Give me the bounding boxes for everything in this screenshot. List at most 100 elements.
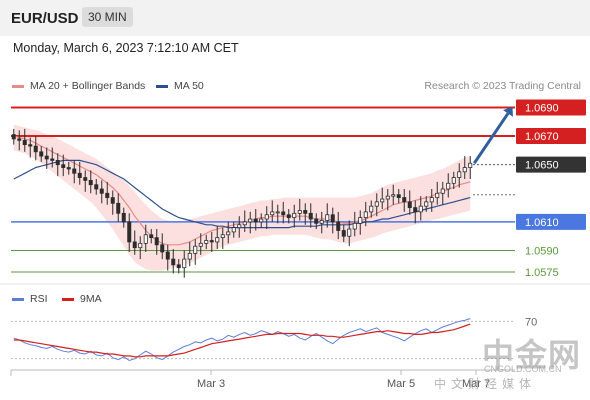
candle-body xyxy=(127,221,132,243)
candle-body xyxy=(209,240,214,243)
ma20-line xyxy=(13,135,471,246)
candle-body xyxy=(132,241,137,249)
candle-body xyxy=(457,171,462,178)
candle-body xyxy=(336,221,341,231)
level-label-1.0575: 1.0575 xyxy=(525,267,559,279)
candle-body xyxy=(347,228,352,237)
candle-body xyxy=(270,211,275,216)
level-box-1.0670 xyxy=(516,128,586,145)
candle-body xyxy=(424,201,429,207)
legend-rsi-label: RSI xyxy=(30,293,48,305)
candle-body xyxy=(446,182,451,190)
level-box-1.0610 xyxy=(516,213,586,230)
candle-body xyxy=(220,234,225,239)
legend-ma20-swatch xyxy=(12,84,24,88)
candle-body xyxy=(99,188,104,194)
research-credit: Research © 2023 Trading Central xyxy=(424,80,581,92)
candle-body xyxy=(303,210,308,214)
candle-body xyxy=(413,207,418,213)
candle-body xyxy=(171,258,176,266)
legend-rsi: RSI xyxy=(12,293,48,305)
candle-body xyxy=(259,218,264,223)
candle-body xyxy=(435,192,440,198)
candle-body xyxy=(193,245,198,254)
level-label-1.0670: 1.0670 xyxy=(525,131,559,143)
watermark-tagline: 中文财经媒体 xyxy=(434,377,537,391)
candle-body xyxy=(66,167,71,170)
legend-ma50-label: MA 50 xyxy=(174,80,204,92)
candle-body xyxy=(341,230,346,237)
x-tick-label: Mar 3 xyxy=(197,378,225,390)
candle-body xyxy=(182,258,187,269)
candle-body xyxy=(83,177,88,181)
candle-body xyxy=(292,212,297,219)
candle-body xyxy=(253,218,258,223)
datetime-label: Monday, March 6, 2023 7:12:10 AM CET xyxy=(13,41,239,55)
candle-body xyxy=(61,164,66,168)
candle-body xyxy=(440,188,445,194)
timeframe-badge[interactable]: 30 MIN xyxy=(82,7,133,27)
level-box-1.0650 xyxy=(516,156,586,173)
watermark-brand: 中金网 xyxy=(482,337,582,373)
candle-body xyxy=(369,205,374,213)
candle-body xyxy=(358,217,363,224)
candle-body xyxy=(325,214,330,221)
candle-body xyxy=(468,162,473,168)
rsi-9ma-line xyxy=(13,323,471,358)
candle-body xyxy=(407,201,412,208)
candle-body xyxy=(94,184,99,190)
level-label-1.0610: 1.0610 xyxy=(525,217,559,229)
candle-body xyxy=(380,198,385,203)
candle-body xyxy=(385,195,390,200)
projection-arrow-head xyxy=(503,106,513,117)
rsi-level-label: 70 xyxy=(525,316,537,328)
candle-body xyxy=(88,180,93,186)
legend-9ma-swatch xyxy=(62,297,74,301)
candle-body xyxy=(39,151,44,157)
candle-body xyxy=(121,212,126,223)
candle-body xyxy=(374,201,379,207)
candle-body xyxy=(391,194,396,197)
legend-9ma-label: 9MA xyxy=(80,293,102,305)
candle-body xyxy=(286,214,291,219)
candle-body xyxy=(308,212,313,220)
candle-body xyxy=(149,234,154,239)
level-box-1.0690 xyxy=(516,99,586,116)
candle-body xyxy=(429,197,434,203)
candle-body xyxy=(143,234,148,244)
legend-9ma: 9MA xyxy=(62,293,102,305)
candle-body xyxy=(204,240,209,244)
ma50-line xyxy=(13,159,471,229)
candle-body xyxy=(154,237,159,246)
x-tick-label: Mar 5 xyxy=(387,378,415,390)
candle-body xyxy=(275,211,280,214)
candle-body xyxy=(242,221,247,226)
candle-body xyxy=(231,227,236,233)
candle-body xyxy=(264,214,269,220)
candle-body xyxy=(72,168,77,174)
legend-ma20: MA 20 + Bollinger Bands xyxy=(12,80,145,92)
candle-body xyxy=(352,222,357,230)
candle-body xyxy=(363,211,368,219)
candle-body xyxy=(55,159,60,166)
candle-body xyxy=(451,177,456,184)
bollinger-band xyxy=(13,124,471,271)
candle-body xyxy=(44,155,49,160)
candle-body xyxy=(281,211,286,216)
legend-ma20-label: MA 20 + Bollinger Bands xyxy=(30,80,146,92)
legend-rsi-swatch xyxy=(12,297,24,301)
candle-body xyxy=(105,192,110,198)
candle-body xyxy=(33,145,38,153)
candle-body xyxy=(396,194,401,198)
symbol-label: EUR/USD xyxy=(11,10,79,27)
candle-body xyxy=(187,252,192,260)
level-label-1.0690: 1.0690 xyxy=(525,102,559,114)
candle-body xyxy=(418,205,423,213)
candle-body xyxy=(215,237,220,243)
candle-body xyxy=(22,139,27,146)
candle-body xyxy=(402,197,407,203)
candle-body xyxy=(237,224,242,229)
candle-body xyxy=(138,242,143,249)
candle-body xyxy=(462,167,467,173)
